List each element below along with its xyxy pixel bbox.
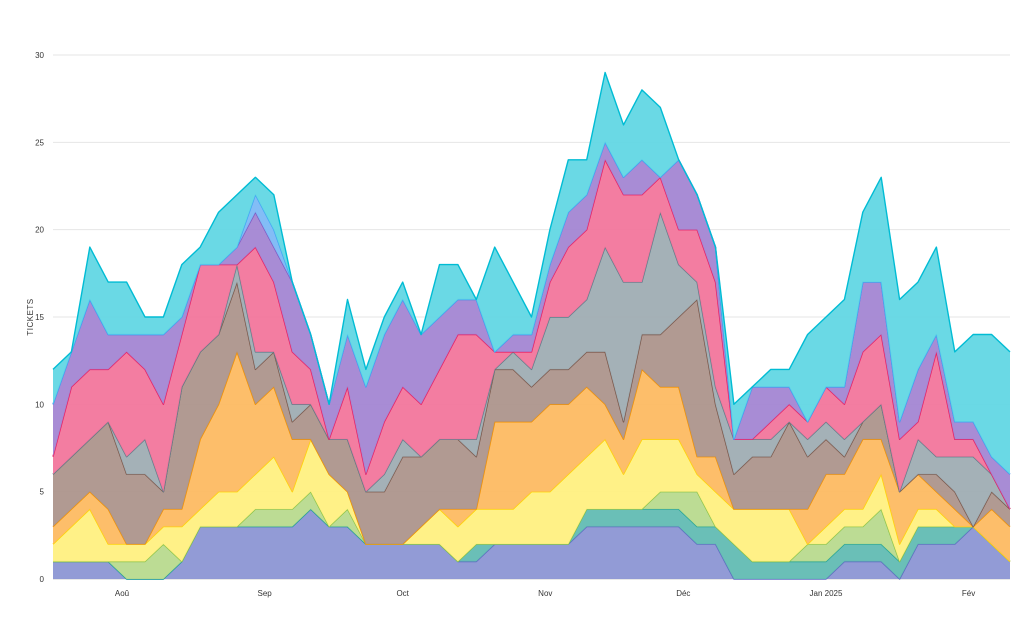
series-areas xyxy=(52,71,1011,580)
x-tick-label: Aoû xyxy=(115,589,129,598)
x-tick-label: Déc xyxy=(676,589,690,598)
x-tick-label: Fév xyxy=(962,589,975,598)
y-tick-label: 30 xyxy=(35,51,44,60)
series-area-5 xyxy=(53,282,1010,545)
series-area-10 xyxy=(53,72,1010,475)
y-tick-label: 0 xyxy=(40,575,45,584)
series-area-4 xyxy=(53,351,1010,562)
series-area-0 xyxy=(53,509,1010,579)
y-tick-label: 5 xyxy=(40,488,45,497)
series-area-2 xyxy=(53,491,1010,579)
x-tick-label: Sep xyxy=(258,589,273,598)
y-tick-label: 15 xyxy=(35,313,44,322)
series-line-10 xyxy=(52,71,1011,405)
y-tick-label: 20 xyxy=(35,226,44,235)
x-tick-label: Jan 2025 xyxy=(810,589,843,598)
series-area-8 xyxy=(53,142,1010,510)
y-axis-label: TICKETS xyxy=(26,298,35,335)
y-tick-label: 25 xyxy=(35,138,44,147)
series-area-6 xyxy=(53,212,1010,527)
x-tick-label: Oct xyxy=(396,589,409,598)
x-axis-ticks: Aoû Sep Oct Nov Déc Jan 2025 Fév xyxy=(115,589,975,598)
x-tick-label: Nov xyxy=(538,589,552,598)
y-tick-label: 10 xyxy=(35,400,44,409)
y-axis-ticks: 0 5 10 15 20 25 30 xyxy=(35,51,44,584)
series-area-3 xyxy=(53,439,1010,562)
